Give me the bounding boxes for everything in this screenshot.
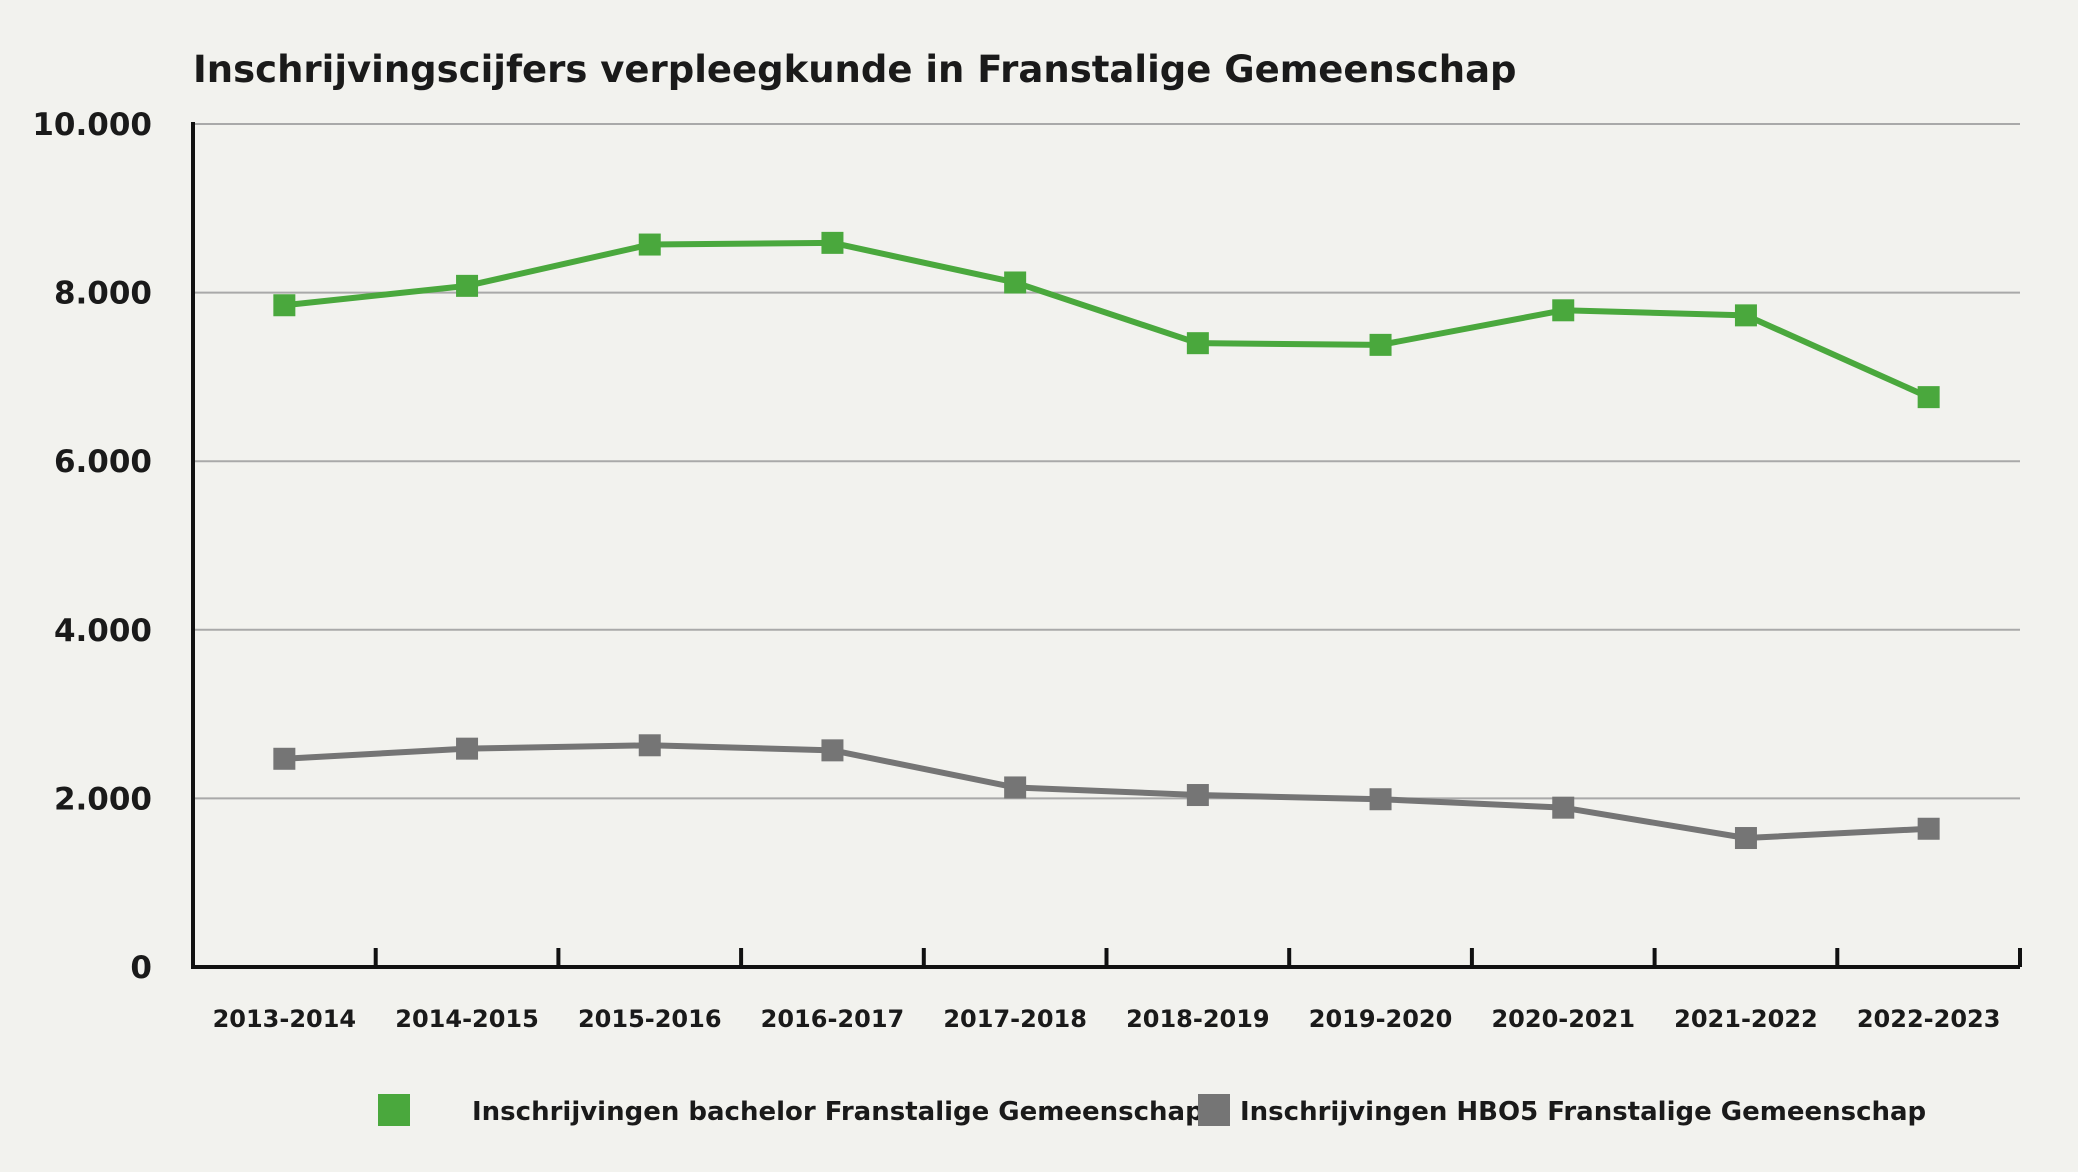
x-tick-label: 2020-2021 [1491, 1005, 1635, 1033]
y-tick-label: 4.000 [54, 613, 152, 649]
data-point-marker [1917, 386, 1940, 409]
series-2 [273, 734, 1940, 850]
data-point-marker [1186, 784, 1209, 807]
legend-item: Inschrijvingen HBO5 Franstalige Gemeensc… [1198, 1094, 1926, 1127]
data-point-marker [1734, 304, 1757, 327]
data-point-marker [456, 737, 479, 760]
y-tick-label: 0 [130, 950, 152, 986]
data-point-marker [1552, 299, 1575, 322]
data-point-marker [1734, 827, 1757, 850]
data-point-marker [456, 274, 479, 297]
x-tick-label: 2019-2020 [1309, 1005, 1453, 1033]
data-point-marker [1552, 796, 1575, 819]
data-point-marker [821, 739, 844, 762]
series-1 [273, 231, 1940, 409]
data-point-marker [273, 294, 296, 317]
x-tick-label: 2022-2023 [1857, 1005, 2001, 1033]
legend-swatch [1198, 1094, 1230, 1126]
gridlines [193, 123, 2020, 800]
x-tick-label: 2016-2017 [761, 1005, 905, 1033]
axes: 0 2.000 4.000 6.000 8.000 10.000 2013-2014 2014… [32, 107, 2022, 1033]
data-point-marker [1369, 333, 1392, 356]
data-point-marker [1004, 271, 1027, 294]
y-tick-label: 10.000 [32, 107, 152, 143]
series [273, 231, 1940, 850]
chart-title: Inschrijvingscijfers verpleegkunde in Fr… [193, 48, 1517, 91]
legend-label: Inschrijvingen bachelor Franstalige Geme… [472, 1097, 1204, 1127]
x-tick-label: 2017-2018 [943, 1005, 1087, 1033]
x-tick-label: 2021-2022 [1674, 1005, 1818, 1033]
data-point-marker [638, 734, 661, 757]
legend-item: Inschrijvingen bachelor Franstalige Geme… [378, 1094, 1204, 1127]
data-point-marker [1369, 788, 1392, 811]
legend-swatch [378, 1094, 410, 1126]
y-tick-label: 2.000 [54, 781, 152, 817]
y-tick-label: 8.000 [54, 276, 152, 312]
legend: Inschrijvingen bachelor Franstalige Geme… [378, 1094, 1926, 1127]
data-point-marker [821, 231, 844, 254]
series-line [284, 742, 1929, 842]
legend-label: Inschrijvingen HBO5 Franstalige Gemeensc… [1240, 1097, 1926, 1127]
y-tick-label: 6.000 [54, 444, 152, 480]
x-tick-label: 2015-2016 [578, 1005, 722, 1033]
x-tick-label: 2014-2015 [395, 1005, 539, 1033]
data-point-marker [273, 747, 296, 770]
x-tick-label: 2018-2019 [1126, 1005, 1270, 1033]
data-point-marker [1004, 776, 1027, 799]
data-point-marker [1917, 817, 1940, 840]
series-line [284, 239, 1930, 400]
x-tick-label: 2013-2014 [213, 1005, 357, 1033]
data-point-marker [638, 233, 661, 256]
data-point-marker [1186, 332, 1209, 355]
